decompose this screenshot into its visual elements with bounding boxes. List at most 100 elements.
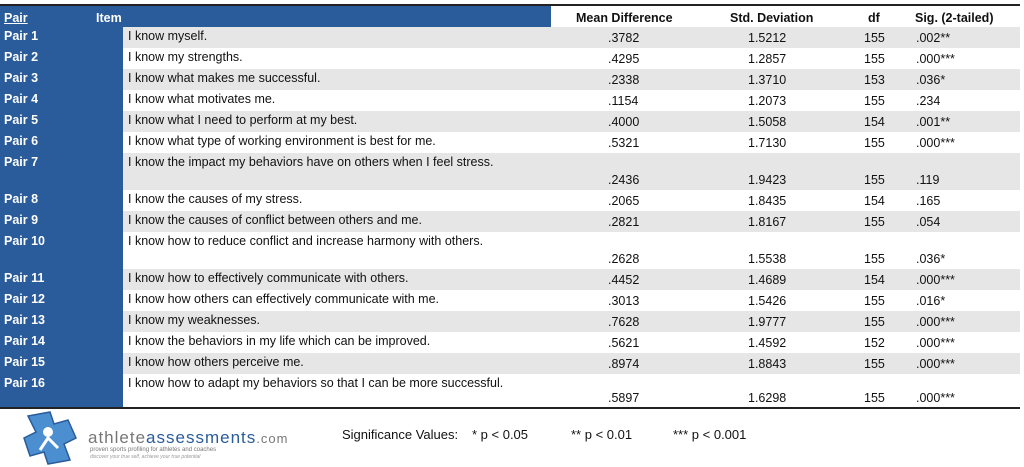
sig-cell: .016* (916, 294, 946, 308)
pair-cell: Pair 10 (0, 232, 123, 269)
logo-motto: discover your true self, achieve your tr… (90, 454, 201, 460)
sd-cell: 1.8435 (748, 194, 787, 208)
sd-cell: 1.2857 (748, 52, 787, 66)
sd-cell: 1.4592 (748, 336, 787, 350)
pair-cell: Pair 14 (0, 332, 123, 353)
df-cell: 152 (864, 336, 885, 350)
item-cell: I know the causes of my stress. (128, 192, 303, 206)
df-cell: 154 (864, 194, 885, 208)
item-cell: I know what type of working environment … (128, 134, 436, 148)
df-cell: 155 (864, 252, 885, 266)
sig-cell: .000*** (916, 136, 955, 150)
df-cell: 154 (864, 273, 885, 287)
header-sd: Std. Deviation (730, 11, 814, 25)
sig-cell: .000*** (916, 273, 955, 287)
sig-cell: .165 (916, 194, 941, 208)
top-rule (0, 4, 1020, 6)
sd-cell: 1.9777 (748, 315, 787, 329)
df-cell: 155 (864, 294, 885, 308)
sig-cell: .000*** (916, 52, 955, 66)
mean-cell: .4452 (608, 273, 640, 287)
item-cell: I know my strengths. (128, 50, 243, 64)
mean-cell: .1154 (608, 94, 639, 108)
df-cell: 155 (864, 94, 885, 108)
df-cell: 155 (864, 31, 885, 45)
mean-cell: .4295 (608, 52, 640, 66)
significance-item: * p < 0.05 (472, 427, 529, 442)
pair-cell: Pair 4 (0, 90, 123, 111)
mean-cell: .3782 (608, 31, 640, 45)
sig-cell: .036* (916, 73, 946, 87)
table-row (0, 27, 1020, 48)
logo-part: assessments (146, 428, 257, 447)
mean-cell: .5321 (608, 136, 640, 150)
pair-cell: Pair 8 (0, 190, 123, 211)
sig-cell: .000*** (916, 357, 955, 371)
item-cell: I know how others perceive me. (128, 355, 304, 369)
item-cell: I know the behaviors in my life which ca… (128, 334, 431, 348)
pair-cell: Pair 12 (0, 290, 123, 311)
df-cell: 155 (864, 52, 885, 66)
mean-cell: .2065 (608, 194, 640, 208)
sig-cell: .054 (916, 215, 941, 229)
logo-text: athleteassessments.com (88, 428, 288, 448)
df-cell: 155 (864, 315, 885, 329)
table-row (0, 111, 1020, 132)
item-cell: I know my weaknesses. (128, 313, 260, 327)
df-cell: 155 (864, 215, 885, 229)
header-df: df (868, 11, 880, 25)
pair-cell: Pair 11 (0, 269, 123, 290)
header-band (0, 6, 551, 27)
mean-cell: .2436 (608, 173, 640, 187)
sd-cell: 1.8167 (748, 215, 787, 229)
sd-cell: 1.8843 (748, 357, 787, 371)
pair-cell: Pair 3 (0, 69, 123, 90)
sig-cell: .036* (916, 252, 946, 266)
sig-cell: .001** (916, 115, 951, 129)
significance-item: ** p < 0.01 (571, 427, 633, 442)
table-row (0, 211, 1020, 232)
mean-cell: .4000 (608, 115, 640, 129)
sig-cell: .002** (916, 31, 951, 45)
sd-cell: 1.7130 (748, 136, 787, 150)
sd-cell: 1.4689 (748, 273, 787, 287)
pair-cell: Pair 13 (0, 311, 123, 332)
table-row (0, 311, 1020, 332)
item-cell: I know the impact my behaviors have on o… (128, 155, 494, 169)
pair-cell: Pair 7 (0, 153, 123, 190)
pair-cell: Pair 9 (0, 211, 123, 232)
logo-part: athlete (88, 428, 147, 447)
table-row (0, 269, 1020, 290)
header-sig: Sig. (2-tailed) (915, 11, 994, 25)
sd-cell: 1.5426 (748, 294, 787, 308)
item-cell: I know how to adapt my behaviors so that… (128, 376, 504, 390)
item-cell: I know what I need to perform at my best… (128, 113, 358, 127)
item-cell: I know how to effectively communicate wi… (128, 271, 409, 285)
pair-cell: Pair 2 (0, 48, 123, 69)
pair-cell: Pair 1 (0, 27, 123, 48)
table-row (0, 153, 1020, 190)
sig-cell: .234 (916, 94, 941, 108)
pair-cell: Pair 16 (0, 374, 123, 408)
mean-cell: .5621 (608, 336, 640, 350)
mean-cell: .2628 (608, 252, 640, 266)
logo-part: .com (256, 431, 289, 446)
sd-cell: 1.9423 (748, 173, 787, 187)
df-cell: 153 (864, 73, 885, 87)
pair-cell: Pair 6 (0, 132, 123, 153)
logo-icon (23, 411, 77, 465)
item-cell: I know what motivates me. (128, 92, 276, 106)
item-cell: I know what makes me successful. (128, 71, 321, 85)
mean-cell: .3013 (608, 294, 640, 308)
pair-cell: Pair 5 (0, 111, 123, 132)
pair-cell: Pair 15 (0, 353, 123, 374)
item-cell: I know myself. (128, 29, 208, 43)
df-cell: 155 (864, 357, 885, 371)
header-mean: Mean Difference (576, 11, 673, 25)
sd-cell: 1.6298 (748, 391, 787, 405)
significance-item: *** p < 0.001 (673, 427, 747, 442)
sd-cell: 1.2073 (748, 94, 787, 108)
df-cell: 155 (864, 136, 885, 150)
df-cell: 155 (864, 391, 885, 405)
